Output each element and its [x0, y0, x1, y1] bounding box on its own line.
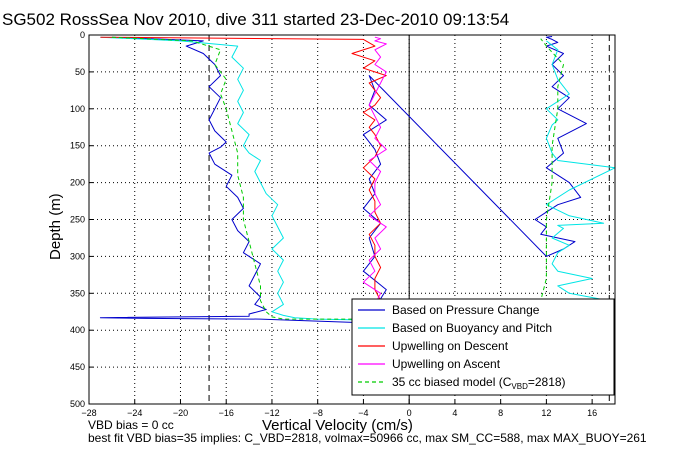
y-tick-label: 500	[70, 399, 85, 409]
x-tick-label: 8	[498, 408, 503, 418]
y-tick-label: 300	[70, 251, 85, 261]
legend-label-descent: Upwelling on Descent	[392, 339, 509, 353]
x-tick-label: 0	[407, 408, 412, 418]
x-tick-label: 4	[452, 408, 457, 418]
legend-label-pressure: Based on Pressure Change	[392, 303, 540, 317]
y-tick-label: 450	[70, 362, 85, 372]
series-line-1	[99, 36, 587, 324]
x-tick-label: −24	[127, 408, 142, 418]
x-tick-label: −8	[313, 408, 323, 418]
legend-model-main: 35 cc biased model (C	[392, 375, 512, 389]
x-axis-label: Vertical Velocity (cm/s)	[262, 417, 413, 434]
best-fit-note: best fit VBD bias=35 implies: C_VBD=2818…	[88, 431, 647, 445]
vbd-bias-note: VBD bias = 0 cc	[88, 418, 174, 432]
y-tick-label: 350	[70, 288, 85, 298]
series-line-5	[111, 36, 564, 320]
chart-title: SG502 RossSea Nov 2010, dive 311 started…	[2, 10, 509, 29]
legend-box	[351, 298, 615, 396]
legend-label-model: 35 cc biased model (CVBD=2818)	[392, 375, 566, 391]
legend-label-buoyancy: Based on Buoyancy and Pitch	[392, 321, 552, 335]
y-tick-label: 150	[70, 141, 85, 151]
y-tick-label: 0	[80, 30, 85, 40]
y-tick-label: 50	[75, 67, 85, 77]
x-tick-label: 16	[587, 408, 597, 418]
y-tick-label: 100	[70, 104, 85, 114]
y-axis-label: Depth (m)	[47, 193, 64, 260]
x-tick-label: −16	[219, 408, 234, 418]
legend-model-tail: =2818)	[528, 375, 566, 389]
plot-frame	[88, 34, 616, 405]
x-tick-label: 12	[541, 408, 551, 418]
y-tick-label: 200	[70, 178, 85, 188]
y-tick-label: 400	[70, 325, 85, 335]
legend-label-ascent: Upwelling on Ascent	[392, 357, 501, 371]
x-tick-label: −20	[173, 408, 188, 418]
y-tick-label: 250	[70, 215, 85, 225]
series-layer	[99, 36, 616, 324]
series-line-3	[100, 36, 387, 316]
legend-model-sub: VBD	[511, 382, 528, 391]
series-line-2	[100, 36, 616, 321]
legend: Based on Pressure Change Based on Buoyan…	[351, 298, 615, 396]
x-tick-label: −4	[358, 408, 368, 418]
series-line-4	[362, 36, 387, 316]
x-tick-label: −12	[264, 408, 279, 418]
x-tick-label: −28	[81, 408, 96, 418]
